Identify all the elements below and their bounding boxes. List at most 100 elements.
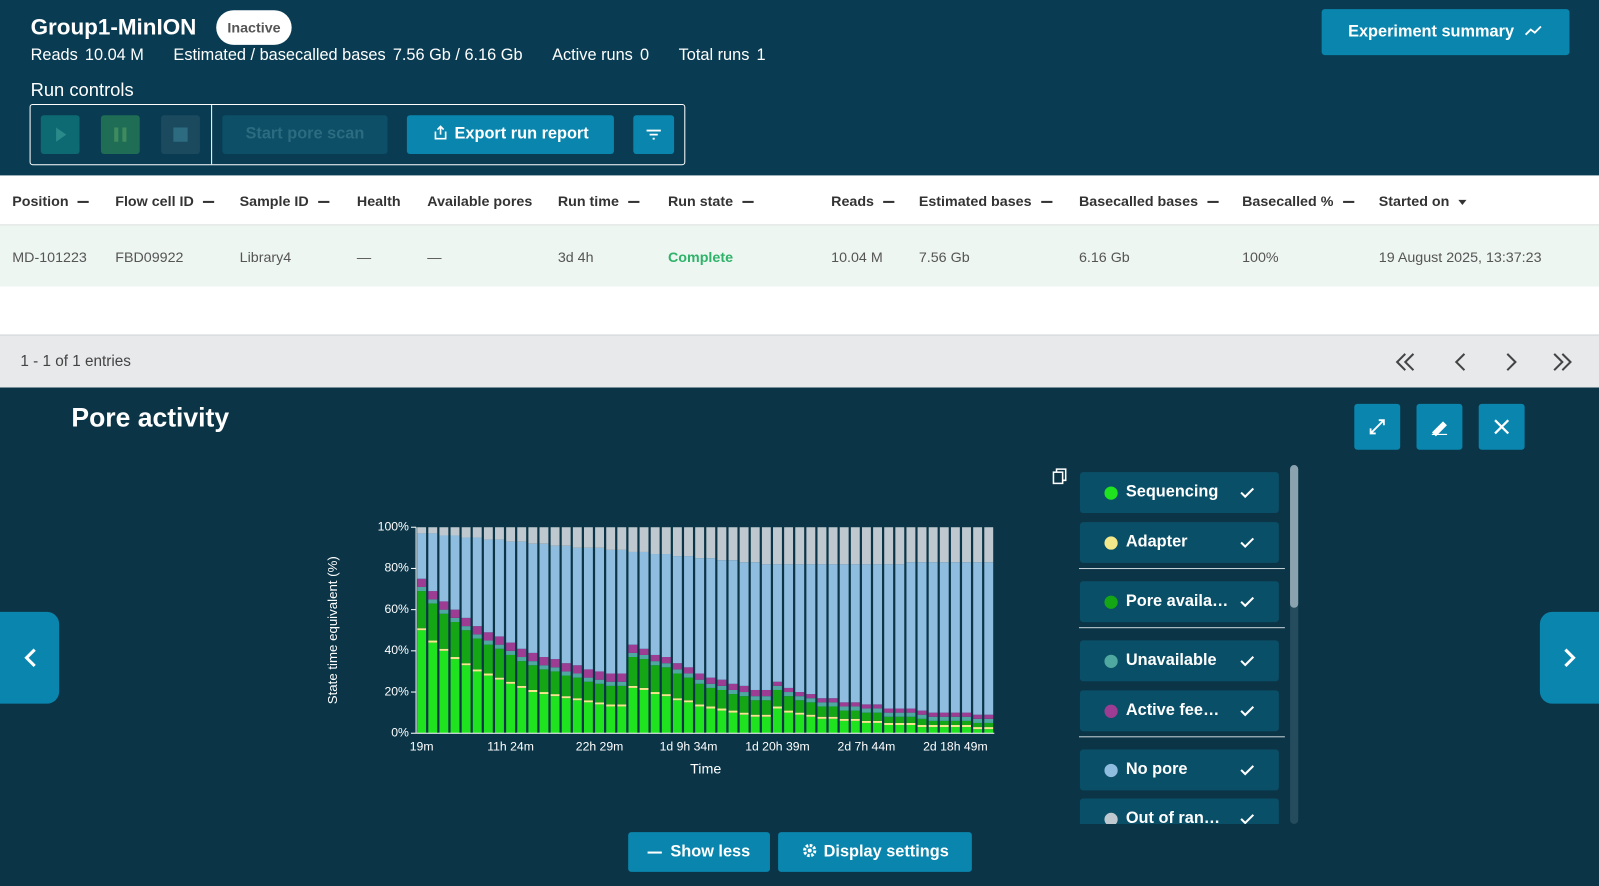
- column-label: Run time: [557, 192, 619, 210]
- edit-button[interactable]: [1416, 403, 1463, 450]
- bar-segment: [461, 617, 471, 627]
- bar-segment: [950, 727, 960, 734]
- bar-segment: [628, 685, 638, 688]
- bar-segment: [695, 558, 705, 674]
- bar-segment: [472, 626, 482, 635]
- bar-segment: [439, 613, 449, 649]
- bar-segment: [684, 700, 693, 703]
- play-button[interactable]: [40, 115, 80, 154]
- bar-segment: [450, 621, 460, 658]
- bar-segment: [506, 683, 516, 734]
- bar-segment: [617, 673, 627, 682]
- scrollbar[interactable]: [1290, 465, 1299, 824]
- bar-segment: [939, 562, 949, 713]
- bar-segment: [939, 720, 949, 725]
- bar-segment: [884, 564, 894, 709]
- legend-label: Active fee…: [1125, 701, 1220, 719]
- bar-segment: [706, 527, 716, 559]
- bar-segment: [450, 617, 460, 622]
- y-axis-title: State time equivalent (%): [325, 556, 340, 704]
- bar-segment: [739, 692, 749, 697]
- column-header[interactable]: Flow cell ID: [115, 192, 215, 210]
- column-header[interactable]: Estimated bases: [919, 193, 1052, 209]
- column-header[interactable]: Run time: [557, 192, 640, 210]
- bar-segment: [962, 562, 971, 713]
- next-chart[interactable]: [1539, 611, 1599, 704]
- stat: Active runs 0: [552, 47, 649, 65]
- next-icon: [1564, 648, 1576, 668]
- bar-segment: [917, 714, 927, 719]
- column-header[interactable]: Health: [357, 193, 401, 209]
- bar-segment: [873, 564, 882, 705]
- legend-dot: [1104, 763, 1118, 778]
- bar-segment: [617, 681, 627, 686]
- bar-segment: [672, 556, 682, 664]
- legend-item[interactable]: Adapter: [1079, 522, 1279, 563]
- stop-button[interactable]: [161, 115, 200, 154]
- scroll-thumb[interactable]: [1290, 465, 1299, 608]
- bar-segment: [461, 626, 471, 631]
- column-header[interactable]: Reads: [831, 193, 895, 209]
- column-header[interactable]: Run state: [668, 193, 754, 209]
- column-header[interactable]: Available pores: [427, 193, 532, 209]
- summary-button[interactable]: Experiment summary: [1321, 9, 1570, 56]
- prev-icon: [24, 648, 36, 668]
- bar-segment: [528, 652, 538, 662]
- bar-segment: [695, 706, 705, 734]
- trend-icon: [1525, 25, 1542, 36]
- column-header[interactable]: Position: [12, 193, 89, 209]
- bar-segment: [784, 712, 794, 734]
- bar-segment: [517, 527, 527, 542]
- bar-segment: [917, 562, 927, 711]
- legend-dot: [1104, 595, 1118, 609]
- pore-scan-button[interactable]: Start pore scan: [222, 115, 388, 154]
- expand-icon: [1369, 419, 1385, 435]
- column-header[interactable]: Basecalled bases: [1079, 193, 1219, 209]
- legend-item[interactable]: Out of ran…: [1079, 798, 1279, 824]
- bar-segment: [583, 669, 593, 678]
- bar-segment: [950, 527, 960, 563]
- bar-segment: [962, 716, 971, 721]
- pause-button[interactable]: [100, 115, 140, 154]
- legend-label: Adapter: [1125, 533, 1188, 551]
- legend-item[interactable]: Active fee…: [1079, 690, 1279, 732]
- bar-segment: [617, 549, 627, 674]
- legend-item[interactable]: Sequencing: [1079, 472, 1279, 513]
- export-button[interactable]: Export run report: [406, 115, 614, 154]
- expand-button[interactable]: [1354, 403, 1401, 450]
- column-label: Flow cell ID: [115, 192, 194, 210]
- bar-segment: [950, 724, 960, 728]
- sort-indicator: [883, 201, 895, 204]
- divider: [211, 105, 213, 165]
- bar-segment: [962, 724, 971, 728]
- bar-segment: [661, 663, 671, 668]
- prev-chart[interactable]: [0, 611, 60, 704]
- close-button[interactable]: [1478, 403, 1525, 450]
- column-header[interactable]: Basecalled %: [1242, 193, 1354, 209]
- bar-segment: [539, 669, 549, 693]
- bar-segment: [706, 683, 716, 688]
- filter-button[interactable]: [633, 115, 675, 154]
- bar-segment: [428, 599, 438, 604]
- show-less-button[interactable]: Show less: [628, 832, 770, 872]
- bar-segment: [661, 527, 671, 555]
- column-header[interactable]: Sample ID: [240, 193, 330, 209]
- bar-segment: [706, 677, 716, 684]
- bar-segment: [884, 722, 894, 725]
- table-cell: Complete: [667, 248, 734, 266]
- display-settings-button[interactable]: Display settings: [778, 832, 972, 872]
- bar-segment: [750, 716, 760, 734]
- bar-segment: [806, 527, 816, 565]
- bar-segment: [439, 601, 449, 610]
- column-header[interactable]: Started on: [1379, 193, 1467, 209]
- copy-icon[interactable]: [1050, 467, 1068, 485]
- table-row[interactable]: [0, 224, 1599, 287]
- bar-segment: [606, 549, 616, 674]
- legend-item[interactable]: No pore: [1079, 749, 1279, 791]
- legend-item[interactable]: Unavailable: [1079, 640, 1279, 682]
- pager-icons[interactable]: [1387, 348, 1581, 377]
- bar-segment: [962, 712, 971, 717]
- legend-item[interactable]: Pore availa…: [1079, 581, 1279, 623]
- bar-segment: [973, 722, 983, 728]
